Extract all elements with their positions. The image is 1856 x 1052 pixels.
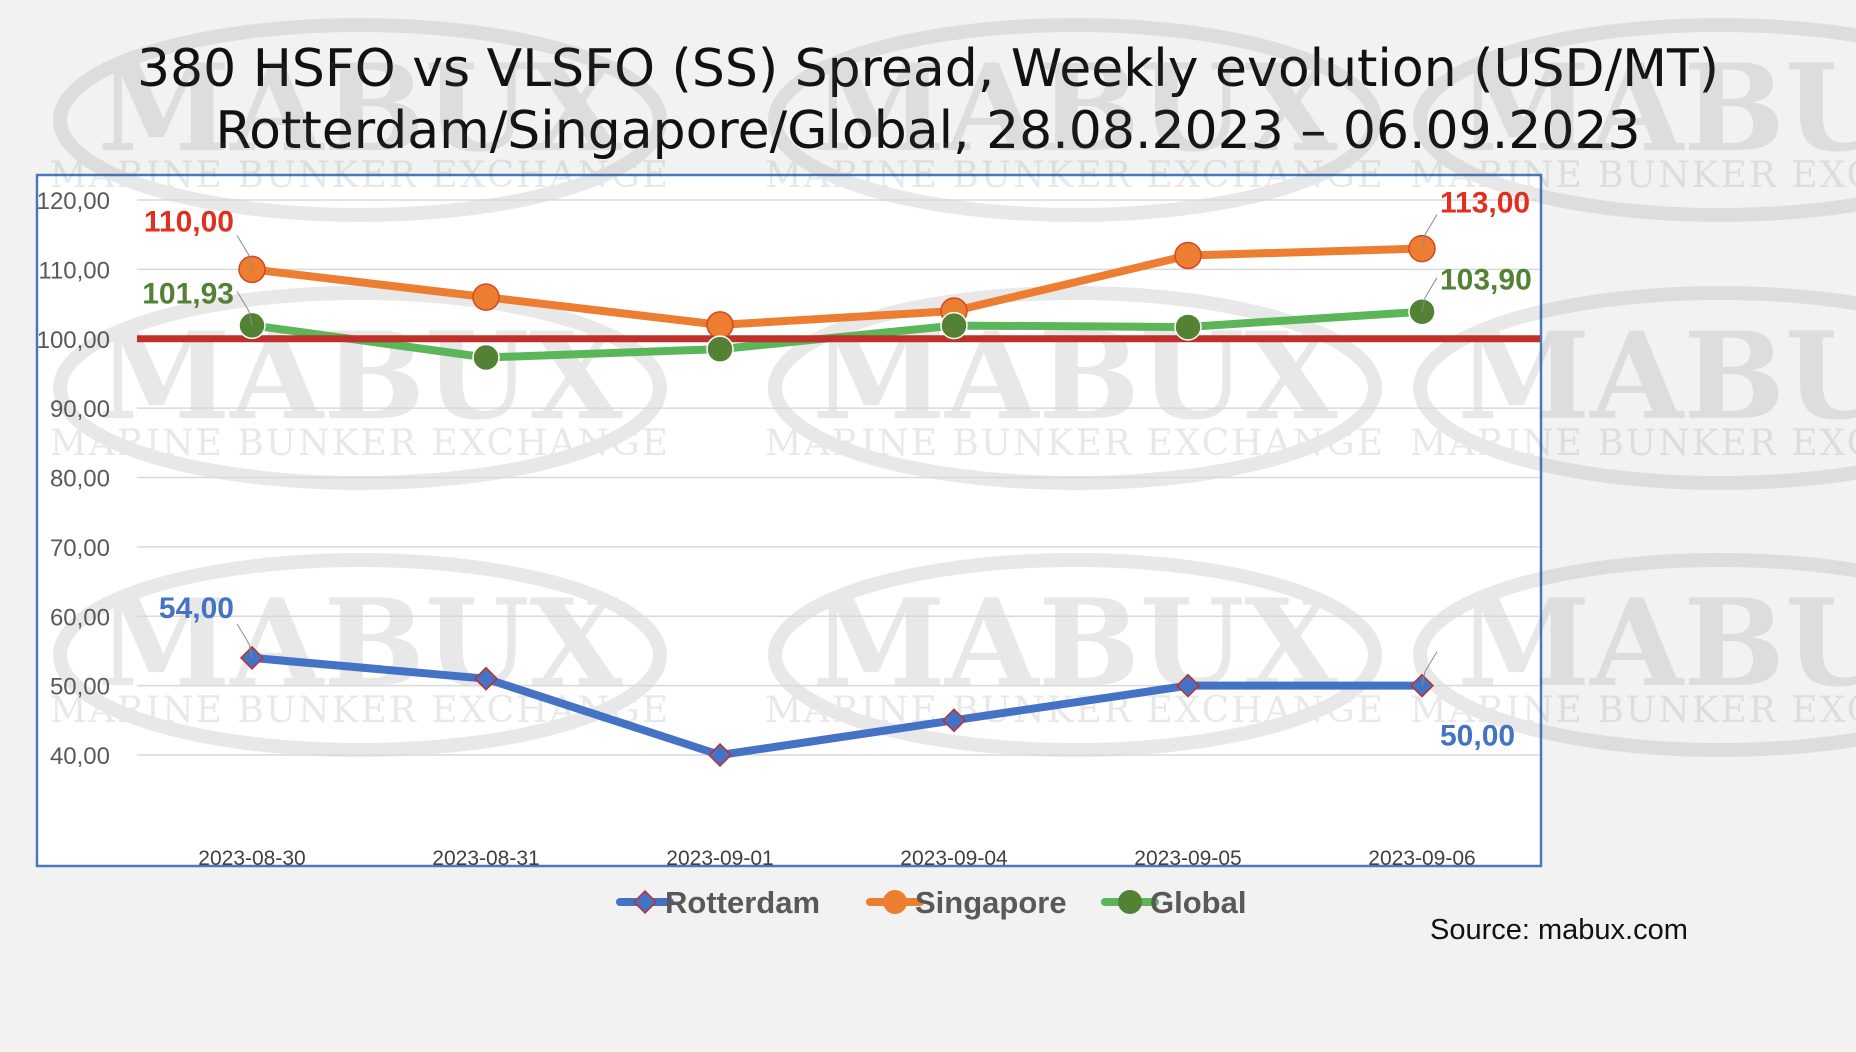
y-tick-label: 110,00 — [38, 257, 110, 284]
x-tick-label: 2023-09-06 — [1368, 847, 1475, 870]
watermark-tagline: MARINE BUNKER EXCHANGE — [765, 690, 1385, 731]
data-label-leader — [236, 623, 253, 658]
source-note: Source: mabux.com — [1430, 914, 1688, 946]
legend-marker — [632, 889, 658, 915]
y-tick-label: 100,00 — [37, 327, 110, 354]
watermark-tagline: MARINE BUNKER EXCHANGE — [50, 690, 670, 731]
chart-title-line-1: 380 HSFO vs VLSFO (SS) Spread, Weekly ev… — [136, 39, 1720, 99]
watermark-swirl — [53, 553, 667, 757]
watermark-swirl — [1413, 18, 1856, 222]
watermark-brand: MABUX — [1457, 306, 1856, 447]
data-label: 113,00 — [1440, 187, 1530, 220]
x-tick-label: 2023-08-31 — [432, 847, 539, 870]
watermark-brand: MABUX — [1457, 38, 1856, 179]
y-tick-label: 120,00 — [37, 188, 110, 215]
global-point — [940, 311, 968, 340]
series-line-singapore — [248, 244, 1426, 329]
watermark-swirl — [768, 553, 1382, 757]
legend-item-singapore: Singapore — [866, 885, 1067, 920]
legend-marker — [1118, 890, 1142, 914]
data-label-leader — [1421, 651, 1438, 686]
legend-label: Global — [1150, 885, 1246, 920]
watermark-tagline: MARINE BUNKER EXCHANGE — [1410, 155, 1856, 196]
data-label: 101,93 — [142, 277, 234, 310]
watermark-swirl — [1413, 286, 1856, 490]
watermark-tagline: MARINE BUNKER EXCHANGE — [1410, 690, 1856, 731]
x-tick-label: 2023-08-30 — [198, 847, 305, 870]
watermark-brand: MABUX — [1457, 573, 1856, 714]
data-label: 110,00 — [144, 205, 234, 238]
legend-label: Singapore — [915, 885, 1067, 920]
watermark-brand: MABUX — [812, 573, 1337, 714]
data-label-leader — [1421, 277, 1438, 312]
watermark-brand: MABUX — [97, 38, 622, 179]
watermark-swirl — [53, 286, 667, 490]
rotterdam-point — [941, 708, 967, 733]
watermark-tagline: MARINE BUNKER EXCHANGE — [765, 155, 1385, 196]
legend-item-rotterdam: Rotterdam — [616, 885, 820, 920]
rotterdam-point — [707, 742, 733, 768]
watermark-swirl — [1413, 553, 1856, 757]
legend-label: Rotterdam — [665, 885, 820, 920]
global-point — [706, 335, 734, 363]
watermark-tagline: MARINE BUNKER EXCHANGE — [765, 423, 1385, 464]
data-label: 50,00 — [1440, 720, 1515, 753]
global-point — [1174, 313, 1202, 341]
data-label-leader — [236, 235, 253, 270]
singapore-point — [706, 311, 734, 339]
chart-title: 380 HSFO vs VLSFO (SS) Spread, Weekly ev… — [0, 38, 1856, 162]
global-point — [472, 343, 500, 372]
series-line-rotterdam — [248, 653, 1426, 759]
singapore-point — [472, 283, 500, 311]
y-tick-label: 80,00 — [50, 466, 110, 493]
plot-panel — [35, 173, 1543, 868]
x-tick-label: 2023-09-04 — [900, 847, 1008, 870]
watermark-swirl — [768, 18, 1382, 222]
x-tick-label: 2023-09-05 — [1134, 847, 1241, 870]
watermark-brand: MABUX — [97, 306, 622, 447]
singapore-point — [1174, 241, 1202, 270]
y-tick-label: 50,00 — [50, 674, 110, 701]
y-tick-label: 70,00 — [50, 535, 110, 562]
chart-title-line-2: Rotterdam/Singapore/Global, 28.08.2023 –… — [215, 101, 1641, 161]
data-label: 54,00 — [159, 592, 234, 625]
data-label-leader — [1421, 214, 1438, 249]
rotterdam-point — [473, 666, 499, 691]
data-label: 103,90 — [1440, 264, 1532, 297]
x-tick-label: 2023-09-01 — [666, 847, 773, 870]
y-tick-label: 60,00 — [50, 604, 110, 631]
watermark-tagline: MARINE BUNKER EXCHANGE — [50, 423, 670, 464]
watermark-tagline: MARINE BUNKER EXCHANGE — [50, 155, 670, 196]
y-tick-label: 40,00 — [50, 743, 110, 770]
rotterdam-point — [1175, 673, 1201, 698]
watermark-swirl — [53, 18, 667, 222]
legend-item-global: Global — [1101, 885, 1246, 920]
data-label-leader — [236, 291, 253, 326]
y-tick-label: 90,00 — [50, 396, 110, 423]
watermark-swirl — [768, 286, 1382, 490]
legend-marker — [883, 890, 907, 914]
watermark-tagline: MARINE BUNKER EXCHANGE — [1410, 423, 1856, 464]
watermark-brand: MABUX — [812, 38, 1337, 179]
